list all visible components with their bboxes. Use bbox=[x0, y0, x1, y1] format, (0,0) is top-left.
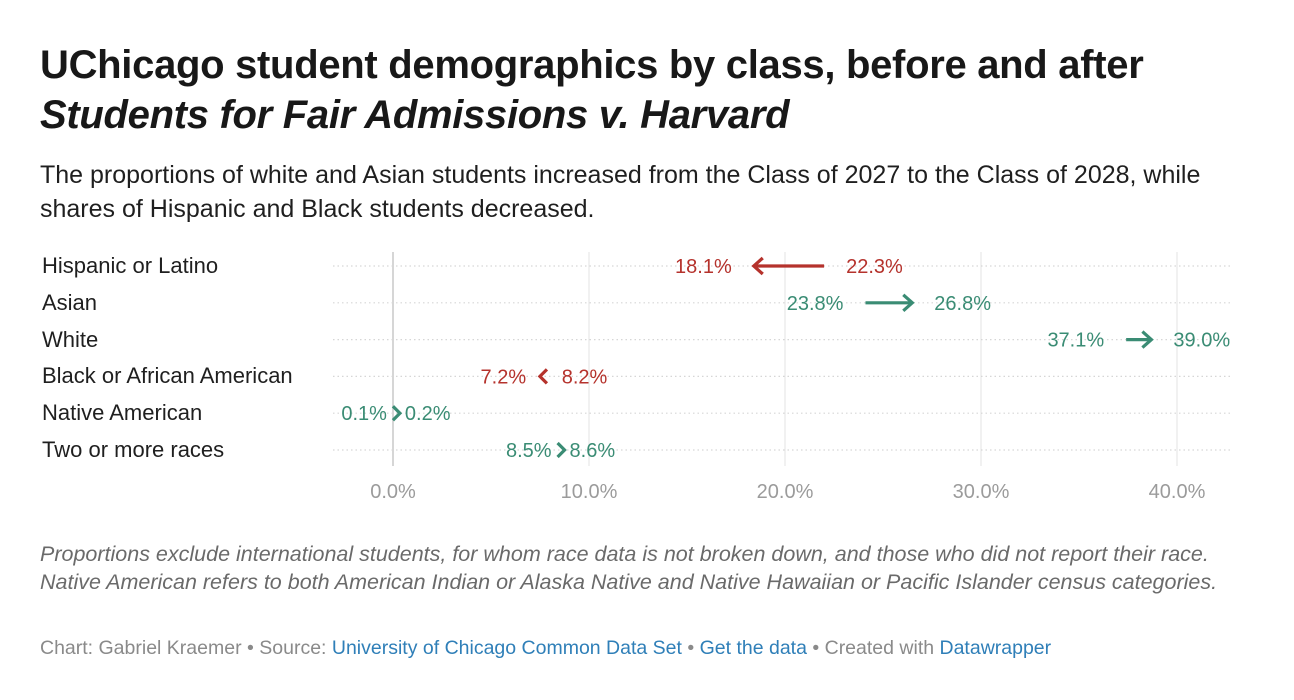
chart-subtitle: The proportions of white and Asian stude… bbox=[40, 161, 1201, 223]
plot-area: 0.0% 10.0% 20.0% 30.0% 40.0% 22.3% 18.1% 23.8% 2… bbox=[333, 252, 1230, 503]
arrow-chart: Hispanic or Latino Asian White Black or Afr… bbox=[0, 248, 1294, 518]
row-label: Asian bbox=[42, 289, 98, 315]
arrow-head bbox=[751, 256, 764, 276]
credit-separator: • bbox=[806, 637, 825, 659]
value-label-2028: 39.0% bbox=[1173, 330, 1230, 352]
x-tick-label: 40.0% bbox=[1149, 481, 1206, 503]
arrow-head bbox=[391, 405, 403, 422]
arrow-head bbox=[537, 368, 549, 385]
chart-title: UChicago student demographics by class, … bbox=[40, 40, 1260, 140]
value-label-2027: 0.1% bbox=[341, 403, 387, 425]
row-label: Hispanic or Latino bbox=[42, 253, 219, 278]
chart-credits: Chart: Gabriel Kraemer • Source: Univers… bbox=[40, 635, 1051, 661]
x-tick-label: 30.0% bbox=[953, 481, 1010, 503]
value-label-2028: 26.8% bbox=[934, 293, 991, 315]
title-line-1: UChicago student demographics by class, … bbox=[40, 43, 1144, 87]
chart-notes: Proportions exclude international studen… bbox=[40, 542, 1218, 594]
x-tick-label: 10.0% bbox=[561, 481, 618, 503]
chart-header: UChicago student demographics by class, … bbox=[40, 40, 1260, 226]
credit-author: Chart: Gabriel Kraemer bbox=[40, 637, 242, 659]
source-link[interactable]: University of Chicago Common Data Set bbox=[331, 637, 682, 659]
credit-created-prefix: Created with bbox=[824, 637, 940, 659]
row-label: Two or more races bbox=[42, 437, 225, 462]
credit-separator: • bbox=[681, 637, 700, 659]
arrow-head bbox=[556, 441, 567, 459]
value-label-2027: 22.3% bbox=[846, 256, 903, 278]
arrow-head bbox=[902, 293, 915, 312]
value-label-2028: 0.2% bbox=[405, 403, 451, 425]
value-label-2027: 8.2% bbox=[562, 366, 608, 388]
credit-source-prefix: Source: bbox=[259, 637, 332, 659]
value-label-2027: 23.8% bbox=[787, 293, 844, 315]
value-label-2027: 8.5% bbox=[506, 440, 552, 462]
value-label-2028: 8.6% bbox=[570, 440, 616, 462]
row-label: Black or African American bbox=[42, 363, 293, 389]
arrow-head bbox=[1141, 330, 1154, 349]
value-label-2027: 37.1% bbox=[1047, 330, 1104, 352]
row-label: Native American bbox=[42, 400, 203, 426]
x-tick-label: 20.0% bbox=[757, 481, 814, 503]
value-label-2028: 18.1% bbox=[675, 256, 732, 278]
get-the-data-link[interactable]: Get the data bbox=[699, 637, 807, 659]
title-line-2: Students for Fair Admissions v. Harvard bbox=[40, 93, 790, 137]
x-tick-label: 0.0% bbox=[370, 481, 416, 503]
value-label-2028: 7.2% bbox=[481, 366, 527, 388]
credit-separator: • bbox=[241, 637, 260, 659]
row-label: White bbox=[42, 326, 99, 352]
datawrapper-link[interactable]: Datawrapper bbox=[939, 637, 1052, 659]
